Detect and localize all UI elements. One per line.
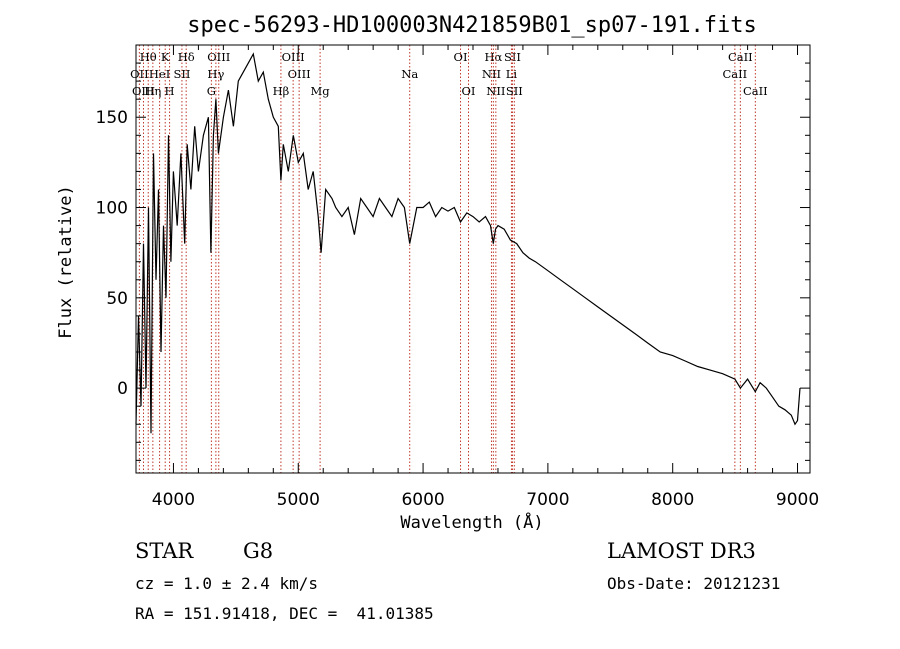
x-tick-label: 7000 xyxy=(526,490,569,510)
line-label: OII xyxy=(130,67,149,81)
chart-title: spec-56293-HD100003N421859B01_sp07-191.f… xyxy=(187,13,757,38)
axes: 4000 5000 6000 7000 8000 9000 0 50 100 150 xyxy=(96,44,819,510)
object-class: STAR xyxy=(135,539,194,563)
x-tick-label: 9000 xyxy=(776,490,819,510)
line-label: H xyxy=(165,84,175,98)
x-tick-label: 5000 xyxy=(277,490,320,510)
redshift-velocity: cz = 1.0 ± 2.4 km/s xyxy=(135,574,319,593)
line-label: HeI xyxy=(149,67,170,81)
y-tick-label: 100 xyxy=(96,199,128,219)
line-label: OI xyxy=(454,50,468,64)
spectrum-line xyxy=(135,52,801,434)
sky-coordinates: RA = 151.91418, DEC = 41.01385 xyxy=(135,604,434,623)
y-tick-label: 0 xyxy=(117,379,128,399)
line-label: Na xyxy=(401,67,418,81)
line-label: Hβ xyxy=(273,84,290,98)
line-label: OIII xyxy=(288,67,311,81)
line-label: SII xyxy=(504,50,521,64)
object-subclass: G8 xyxy=(243,539,274,563)
x-axis-label: Wavelength (Å) xyxy=(400,511,543,533)
line-label: CaII xyxy=(743,84,768,98)
x-tick-label: 6000 xyxy=(401,490,444,510)
line-label: NII xyxy=(486,84,505,98)
x-tick-label: 8000 xyxy=(651,490,694,510)
survey-name: LAMOST DR3 xyxy=(607,539,756,563)
line-label: Mg xyxy=(311,84,331,98)
line-label: Hθ xyxy=(140,50,157,64)
line-label: CaII xyxy=(722,67,747,81)
line-label: Hα xyxy=(484,50,502,64)
line-label: OI xyxy=(462,84,476,98)
line-label: G xyxy=(207,84,216,98)
line-label: SII xyxy=(506,84,523,98)
line-label: SII xyxy=(173,67,190,81)
line-label: Li xyxy=(506,67,518,81)
line-label: OIII xyxy=(207,50,230,64)
plot-area xyxy=(135,52,801,434)
x-tick-label: 4000 xyxy=(152,490,195,510)
plot-frame xyxy=(135,44,811,474)
line-label: CaII xyxy=(728,50,753,64)
line-label: Hη xyxy=(144,84,161,98)
line-label: K xyxy=(161,50,170,64)
y-axis-label: Flux (relative) xyxy=(56,185,76,339)
observation-date: Obs-Date: 20121231 xyxy=(607,574,781,593)
y-tick-label: 50 xyxy=(106,289,128,309)
line-label: OIII xyxy=(282,50,305,64)
line-label: Hδ xyxy=(178,50,195,64)
line-label: Hγ xyxy=(207,67,224,81)
line-label: OIII xyxy=(132,84,155,98)
y-tick-label: 150 xyxy=(96,108,128,128)
line-label: NII xyxy=(482,67,501,81)
